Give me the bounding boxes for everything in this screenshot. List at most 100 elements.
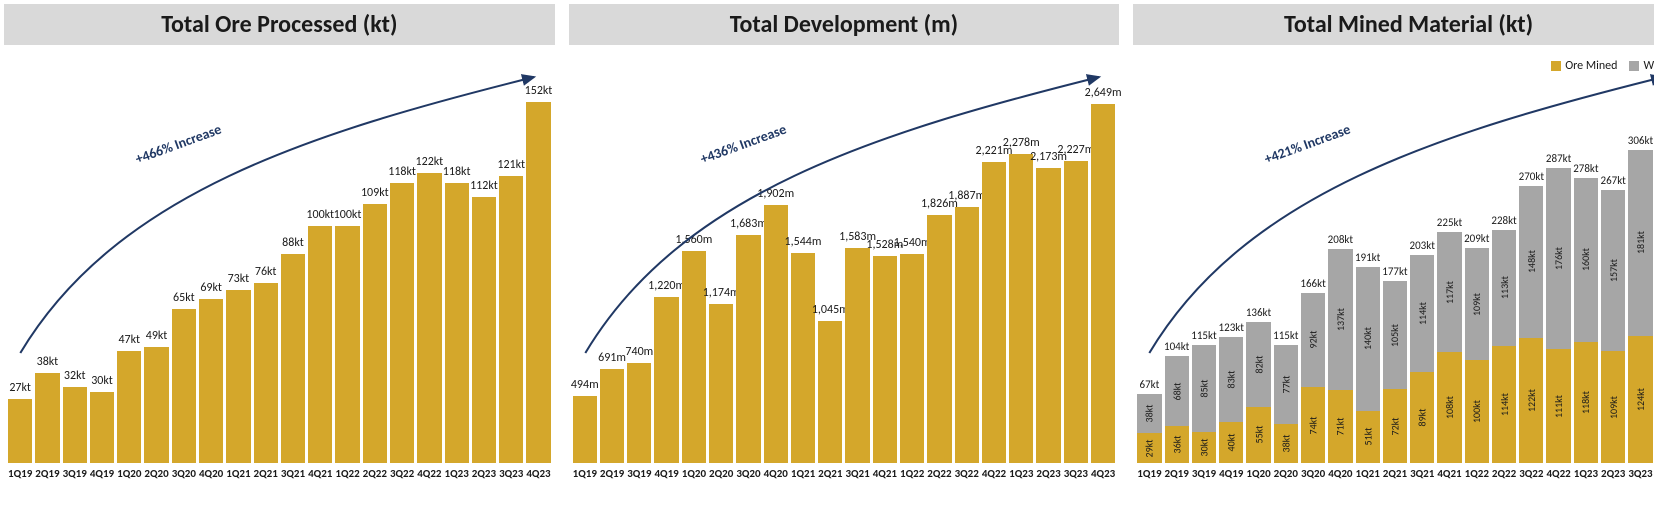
x-axis: 1Q192Q193Q194Q191Q202Q203Q204Q201Q212Q21… bbox=[1133, 463, 1654, 480]
bar-total-label: 306kt bbox=[1628, 134, 1653, 148]
x-tick-label: 4Q21 bbox=[873, 467, 897, 480]
x-tick-label: 1Q19 bbox=[573, 467, 597, 480]
bar-value-label: 69kt bbox=[200, 281, 222, 295]
segment-value-label: 72kt bbox=[1388, 417, 1401, 435]
segment-value-label: 89kt bbox=[1416, 408, 1429, 426]
x-axis: 1Q192Q193Q194Q191Q202Q203Q204Q201Q212Q21… bbox=[569, 463, 1120, 480]
x-tick-label: 4Q20 bbox=[1328, 467, 1352, 480]
bar-segment: 160kt bbox=[1574, 178, 1598, 342]
segment-value-label: 92kt bbox=[1307, 331, 1320, 349]
stacked-bar: 30kt85kt115kt bbox=[1192, 345, 1216, 463]
x-tick-label: 4Q23 bbox=[1091, 467, 1115, 480]
x-tick-label: 2Q20 bbox=[1274, 467, 1298, 480]
bar-segment: 38kt bbox=[1274, 424, 1298, 463]
bar-value-label: 65kt bbox=[173, 291, 195, 305]
x-axis: 1Q192Q193Q194Q191Q202Q203Q204Q201Q212Q21… bbox=[4, 463, 555, 480]
segment-value-label: 176kt bbox=[1552, 247, 1565, 270]
legend-label: Ore Mined bbox=[1565, 59, 1617, 73]
bar-segment: 124kt bbox=[1628, 336, 1652, 463]
stacked-bar: 124kt181kt306kt bbox=[1628, 150, 1652, 463]
x-tick-label: 2Q22 bbox=[363, 467, 387, 480]
stacked-bar: 38kt77kt115kt bbox=[1274, 345, 1298, 463]
legend-swatch bbox=[1629, 61, 1639, 71]
bar-total-label: 67kt bbox=[1139, 378, 1159, 392]
bar-segment: 29kt bbox=[1137, 433, 1161, 463]
x-tick-label: 1Q21 bbox=[791, 467, 815, 480]
x-tick-label: 4Q22 bbox=[1546, 467, 1570, 480]
bar-value-label: 2,278m bbox=[1003, 136, 1040, 150]
bar-value-label: 118kt bbox=[443, 165, 471, 179]
segment-value-label: 85kt bbox=[1197, 380, 1210, 398]
bar-value-label: 30kt bbox=[91, 374, 113, 388]
bar-segment: 82kt bbox=[1246, 322, 1270, 406]
x-tick-label: 3Q23 bbox=[1064, 467, 1088, 480]
segment-value-label: 108kt bbox=[1443, 396, 1456, 419]
bar: 32kt bbox=[63, 387, 87, 463]
x-tick-label: 4Q19 bbox=[90, 467, 114, 480]
chart-area: 494m691m740m1,220m1,560m1,174m1,683m1,90… bbox=[569, 53, 1120, 463]
bar-segment: 105kt bbox=[1383, 281, 1407, 389]
bar: 2,221m bbox=[982, 162, 1006, 463]
bar: 2,173m bbox=[1036, 168, 1060, 463]
chart-area: 27kt38kt32kt30kt47kt49kt65kt69kt73kt76kt… bbox=[4, 53, 555, 463]
x-tick-label: 3Q20 bbox=[736, 467, 760, 480]
segment-value-label: 30kt bbox=[1197, 439, 1210, 457]
x-tick-label: 1Q23 bbox=[1574, 467, 1598, 480]
x-tick-label: 2Q21 bbox=[254, 467, 278, 480]
bar: 73kt bbox=[226, 290, 250, 463]
bar-segment: 118kt bbox=[1574, 342, 1598, 463]
x-tick-label: 4Q20 bbox=[199, 467, 223, 480]
bar-value-label: 88kt bbox=[282, 236, 304, 250]
chart-panel: Total Ore Processed (kt)27kt38kt32kt30kt… bbox=[4, 4, 555, 480]
x-tick-label: 1Q22 bbox=[900, 467, 924, 480]
bar-total-label: 166kt bbox=[1300, 277, 1325, 291]
bar: 1,683m bbox=[736, 235, 760, 463]
chart-area: Ore MinedWaste 29kt 38kt 67kt 36kt68kt104kt 3… bbox=[1133, 53, 1654, 463]
bar-total-label: 208kt bbox=[1328, 233, 1353, 247]
bar: 30kt bbox=[90, 392, 114, 463]
bar-value-label: 2,649m bbox=[1085, 86, 1122, 100]
increase-label: +436% Increase bbox=[698, 121, 789, 168]
bar: 100kt bbox=[335, 226, 359, 464]
stacked-bar: 40kt83kt123kt bbox=[1219, 337, 1243, 463]
bar: 1,174m bbox=[709, 304, 733, 463]
legend: Ore MinedWaste bbox=[1551, 59, 1654, 73]
bar: 49kt bbox=[144, 347, 168, 463]
bar-value-label: 121kt bbox=[497, 158, 525, 172]
segment-value-label: 113kt bbox=[1498, 276, 1511, 299]
stacked-bar: 89kt114kt203kt bbox=[1410, 255, 1434, 463]
segment-value-label: 77kt bbox=[1279, 375, 1292, 393]
stacked-bar: 114kt113kt228kt bbox=[1492, 230, 1516, 463]
bar-segment: 148kt bbox=[1519, 186, 1543, 338]
x-tick-label: 2Q22 bbox=[927, 467, 951, 480]
x-tick-label: 2Q19 bbox=[1165, 467, 1189, 480]
x-tick-label: 1Q22 bbox=[335, 467, 359, 480]
bar-value-label: 122kt bbox=[416, 155, 444, 169]
bar: 27kt bbox=[8, 399, 32, 463]
x-tick-label: 1Q19 bbox=[8, 467, 32, 480]
stacked-bar: 111kt176kt287kt bbox=[1546, 168, 1570, 463]
bar-total-label: 267kt bbox=[1600, 174, 1625, 188]
bar: 118kt bbox=[390, 183, 414, 463]
bar-value-label: 1,220m bbox=[648, 279, 685, 293]
bar-segment: 108kt bbox=[1437, 352, 1461, 463]
x-tick-label: 1Q20 bbox=[1246, 467, 1270, 480]
x-tick-label: 1Q19 bbox=[1137, 467, 1161, 480]
stacked-bar: 36kt68kt104kt bbox=[1165, 356, 1189, 463]
bar-value-label: 49kt bbox=[146, 329, 168, 343]
bar: 1,528m bbox=[873, 256, 897, 463]
bar-value-label: 100kt bbox=[334, 208, 362, 222]
bar-segment: 181kt bbox=[1628, 150, 1652, 336]
bar: 2,278m bbox=[1009, 154, 1033, 463]
segment-value-label: 114kt bbox=[1498, 393, 1511, 416]
x-tick-label: 3Q19 bbox=[63, 467, 87, 480]
x-tick-label: 2Q21 bbox=[818, 467, 842, 480]
bar-segment: 85kt bbox=[1192, 345, 1216, 432]
bar-value-label: 47kt bbox=[118, 333, 140, 347]
segment-value-label: 40kt bbox=[1225, 433, 1238, 451]
bar-value-label: 76kt bbox=[255, 265, 277, 279]
segment-value-label: 160kt bbox=[1579, 248, 1592, 271]
x-tick-label: 4Q19 bbox=[654, 467, 678, 480]
segment-value-label: 137kt bbox=[1334, 308, 1347, 331]
bar: 112kt bbox=[472, 197, 496, 463]
